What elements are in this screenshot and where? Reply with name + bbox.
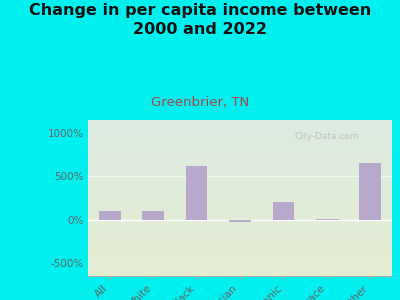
Text: Greenbrier, TN: Greenbrier, TN: [151, 96, 249, 109]
Text: Change in per capita income between
2000 and 2022: Change in per capita income between 2000…: [29, 3, 371, 37]
Text: City-Data.com: City-Data.com: [295, 132, 359, 141]
Bar: [316, 219, 338, 220]
Bar: [272, 202, 294, 220]
Bar: [229, 220, 251, 222]
Bar: [142, 211, 164, 220]
Bar: [360, 163, 381, 220]
Bar: [99, 211, 120, 220]
Bar: [186, 166, 208, 220]
